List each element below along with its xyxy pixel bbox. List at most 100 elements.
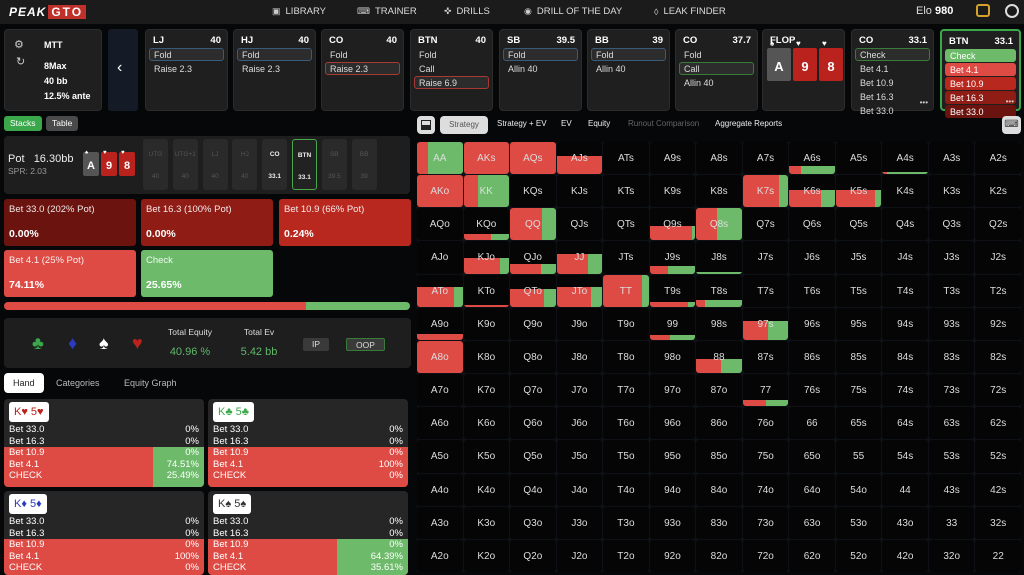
hand-cell-83s[interactable]: 83s xyxy=(928,340,975,374)
hand-cell-K8o[interactable]: K8o xyxy=(463,340,510,374)
hand-cell-94o[interactable]: 94o xyxy=(649,473,696,506)
hand-cell-J3o[interactable]: J3o xyxy=(556,506,603,539)
hand-cell-44[interactable]: 44 xyxy=(882,473,928,506)
seat-lj[interactable]: LJ 40 xyxy=(202,139,228,190)
hand-cell-93o[interactable]: 93o xyxy=(649,506,696,539)
hand-cell-J7o[interactable]: J7o xyxy=(556,374,603,407)
peakgto-logo[interactable]: PEAK GTO xyxy=(9,5,87,19)
tab-aggregate-reports[interactable]: Aggregate Reports xyxy=(715,119,783,128)
hand-cell-85o[interactable]: 85o xyxy=(696,440,742,473)
hand-cell-43o[interactable]: 43o xyxy=(882,506,928,539)
oop-button[interactable]: OOP xyxy=(346,338,385,351)
hand-cell-QJs[interactable]: QJs xyxy=(556,208,603,241)
hand-cell-ATo[interactable]: ATo xyxy=(417,274,463,307)
hand-cell-T6o[interactable]: T6o xyxy=(603,407,649,440)
tab-strategy-ev[interactable]: Strategy + EV xyxy=(497,119,547,128)
gear-icon[interactable]: ⚙ xyxy=(14,39,24,51)
hand-cell-KQs[interactable]: KQs xyxy=(510,175,556,208)
hand-cell-53o[interactable]: 53o xyxy=(835,506,882,539)
hand-cell-A7o[interactable]: A7o xyxy=(417,374,463,407)
hand-cell-Q4o[interactable]: Q4o xyxy=(510,473,556,506)
seat-utg[interactable]: UTG 40 xyxy=(143,139,168,190)
hand-cell-99[interactable]: 99 xyxy=(649,307,696,340)
hand-cell-T4s[interactable]: T4s xyxy=(882,274,928,307)
hand-cell-Q9s[interactable]: Q9s xyxy=(649,208,696,241)
hand-cell-85s[interactable]: 85s xyxy=(835,340,882,374)
hand-cell-95o[interactable]: 95o xyxy=(649,440,696,473)
hand-cell-AA[interactable]: AA xyxy=(417,142,463,175)
hand-cell-82o[interactable]: 82o xyxy=(696,539,742,572)
hand-cell-A8o[interactable]: A8o xyxy=(417,340,463,374)
hand-cell-Q6o[interactable]: Q6o xyxy=(510,407,556,440)
action-option[interactable]: Fold xyxy=(419,50,437,60)
hand-cell-22[interactable]: 22 xyxy=(975,539,1021,572)
hand-cell-98s[interactable]: 98s xyxy=(696,307,742,340)
hand-cell-65o[interactable]: 65o xyxy=(789,440,835,473)
hand-cell-A8s[interactable]: A8s xyxy=(696,142,742,175)
hand-cell-J4s[interactable]: J4s xyxy=(882,241,928,274)
hand-cell-86o[interactable]: 86o xyxy=(696,407,742,440)
hand-cell-76o[interactable]: 76o xyxy=(742,407,789,440)
hand-cell-86s[interactable]: 86s xyxy=(789,340,835,374)
tab-runout-comparison[interactable]: Runout Comparison xyxy=(628,119,700,128)
hand-cell-82s[interactable]: 82s xyxy=(975,340,1021,374)
action-option[interactable]: Allin 40 xyxy=(684,78,714,88)
hand-cell-84o[interactable]: 84o xyxy=(696,473,742,506)
hand-cell-98o[interactable]: 98o xyxy=(649,340,696,374)
hand-cell-JJ[interactable]: JJ xyxy=(556,241,603,274)
hand-cell-J5o[interactable]: J5o xyxy=(556,440,603,473)
seat-btn[interactable]: BTN 33.1 xyxy=(292,139,317,190)
hand-cell-J4o[interactable]: J4o xyxy=(556,473,603,506)
action-option[interactable]: Bet 10.9 xyxy=(860,78,894,88)
hand-cell-A3o[interactable]: A3o xyxy=(417,506,463,539)
hand-cell-J8o[interactable]: J8o xyxy=(556,340,603,374)
tab-equity-graph[interactable]: Equity Graph xyxy=(124,378,177,388)
nav-trainer[interactable]: ⌨ TRAINER xyxy=(357,6,417,17)
action-option[interactable]: Raise 2.3 xyxy=(242,64,281,74)
hand-cell-83o[interactable]: 83o xyxy=(696,506,742,539)
hand-cell-32o[interactable]: 32o xyxy=(928,539,975,572)
hand-cell-T4o[interactable]: T4o xyxy=(603,473,649,506)
hand-cell-53s[interactable]: 53s xyxy=(928,440,975,473)
nav-drill-of-the-day[interactable]: ◉ DRILL OF THE DAY xyxy=(524,6,622,17)
hand-cell-K7s[interactable]: K7s xyxy=(742,175,789,208)
scroll-left-button[interactable]: ‹ xyxy=(108,29,138,111)
hand-cell-T3o[interactable]: T3o xyxy=(603,506,649,539)
hand-cell-52s[interactable]: 52s xyxy=(975,440,1021,473)
hand-cell-K6o[interactable]: K6o xyxy=(463,407,510,440)
hand-cell-A4s[interactable]: A4s xyxy=(882,142,928,175)
hand-cell-65s[interactable]: 65s xyxy=(835,407,882,440)
action-option[interactable]: Bet 33.0 xyxy=(945,105,1016,118)
hand-cell-A7s[interactable]: A7s xyxy=(742,142,789,175)
hand-cell-T6s[interactable]: T6s xyxy=(789,274,835,307)
hand-cell-A2s[interactable]: A2s xyxy=(975,142,1021,175)
seat-utg+1[interactable]: UTG+1 40 xyxy=(172,139,198,190)
diamond-filter-icon[interactable]: ♦ xyxy=(68,333,78,353)
hand-cell-95s[interactable]: 95s xyxy=(835,307,882,340)
hand-cell-64o[interactable]: 64o xyxy=(789,473,835,506)
ip-button[interactable]: IP xyxy=(303,338,329,351)
hand-combo-card[interactable]: K♠ 5♠ Bet 33.0 0% Bet 16.3 0% Bet 10.9 0% Bet 4… xyxy=(208,491,408,575)
hand-cell-A6s[interactable]: A6s xyxy=(789,142,835,175)
hand-cell-66[interactable]: 66 xyxy=(789,407,835,440)
hand-cell-A4o[interactable]: A4o xyxy=(417,473,463,506)
hand-cell-92o[interactable]: 92o xyxy=(649,539,696,572)
hand-cell-43s[interactable]: 43s xyxy=(928,473,975,506)
hand-cell-62s[interactable]: 62s xyxy=(975,407,1021,440)
hand-cell-77[interactable]: 77 xyxy=(742,374,789,407)
action-option[interactable]: Fold xyxy=(591,48,666,61)
hand-cell-J7s[interactable]: J7s xyxy=(742,241,789,274)
hand-cell-TT[interactable]: TT xyxy=(603,274,649,307)
hand-cell-52o[interactable]: 52o xyxy=(835,539,882,572)
hand-cell-T8s[interactable]: T8s xyxy=(696,274,742,307)
hand-cell-62o[interactable]: 62o xyxy=(789,539,835,572)
hand-cell-73s[interactable]: 73s xyxy=(928,374,975,407)
strategy-action-4[interactable]: Check 25.65% xyxy=(141,250,273,297)
hand-cell-K8s[interactable]: K8s xyxy=(696,175,742,208)
hand-cell-96o[interactable]: 96o xyxy=(649,407,696,440)
hand-cell-74s[interactable]: 74s xyxy=(882,374,928,407)
hand-cell-QJo[interactable]: QJo xyxy=(510,241,556,274)
hand-cell-J2s[interactable]: J2s xyxy=(975,241,1021,274)
hand-cell-76s[interactable]: 76s xyxy=(789,374,835,407)
hand-cell-88[interactable]: 88 xyxy=(696,340,742,374)
